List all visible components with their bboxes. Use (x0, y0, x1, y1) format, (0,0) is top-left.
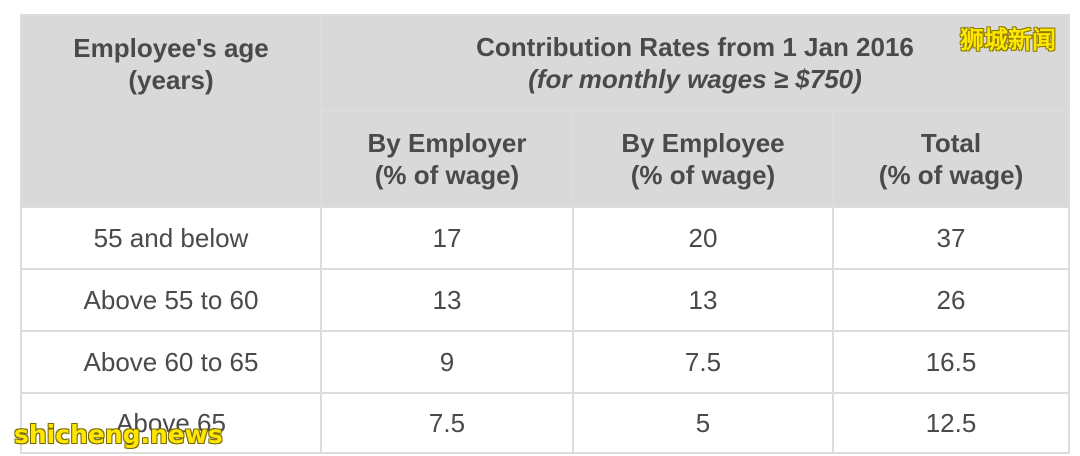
total-rate-cell: 37 (831, 206, 1071, 270)
table-row: Above 60 to 65 9 7.5 16.5 (20, 330, 1071, 394)
table-row: 55 and below 17 20 37 (20, 206, 1071, 270)
employee-rate-cell: 20 (572, 206, 834, 270)
employee-header-unit: (% of wage) (630, 160, 776, 190)
watermark-top-right: 狮城新闻 (960, 26, 1056, 54)
total-header-title: Total (920, 128, 982, 158)
total-rate-cell: 12.5 (831, 392, 1071, 454)
age-cell: Above 60 to 65 (20, 330, 322, 394)
employer-rate-cell: 17 (320, 206, 574, 270)
employee-header-title: By Employee (621, 128, 785, 158)
employer-rate-cell: 13 (320, 268, 574, 332)
contribution-rates-table: Employee's age (years) Contribution Rate… (20, 14, 1071, 454)
total-rate-cell: 16.5 (831, 330, 1071, 394)
employee-column-header: By Employee (% of wage) (572, 110, 834, 208)
table-row: Above 55 to 60 13 13 26 (20, 268, 1071, 332)
total-header-unit: (% of wage) (878, 160, 1024, 190)
age-header-unit: (years) (128, 65, 214, 95)
total-column-header: Total (% of wage) (831, 110, 1071, 208)
employee-rate-cell: 5 (572, 392, 834, 454)
total-rate-cell: 26 (831, 268, 1071, 332)
age-column-header: Employee's age (years) (20, 14, 322, 208)
employer-rate-cell: 9 (320, 330, 574, 394)
employer-header-title: By Employer (367, 128, 527, 158)
age-cell: Above 65 (20, 392, 322, 454)
age-cell: 55 and below (20, 206, 322, 270)
employer-column-header: By Employer (% of wage) (320, 110, 574, 208)
rates-header-condition: (for monthly wages ≥ $750) (528, 64, 862, 94)
employer-header-unit: (% of wage) (374, 160, 520, 190)
contribution-rates-header: Contribution Rates from 1 Jan 2016 (for … (319, 14, 1071, 112)
employee-rate-cell: 13 (572, 268, 834, 332)
age-cell: Above 55 to 60 (20, 268, 322, 332)
table-row: Above 65 7.5 5 12.5 (20, 392, 1071, 454)
age-header-title: Employee's age (73, 33, 269, 63)
employee-rate-cell: 7.5 (572, 330, 834, 394)
employer-rate-cell: 7.5 (320, 392, 574, 454)
watermark-bottom-left: shicheng.news (14, 420, 223, 449)
rates-header-title: Contribution Rates from 1 Jan 2016 (476, 32, 914, 62)
